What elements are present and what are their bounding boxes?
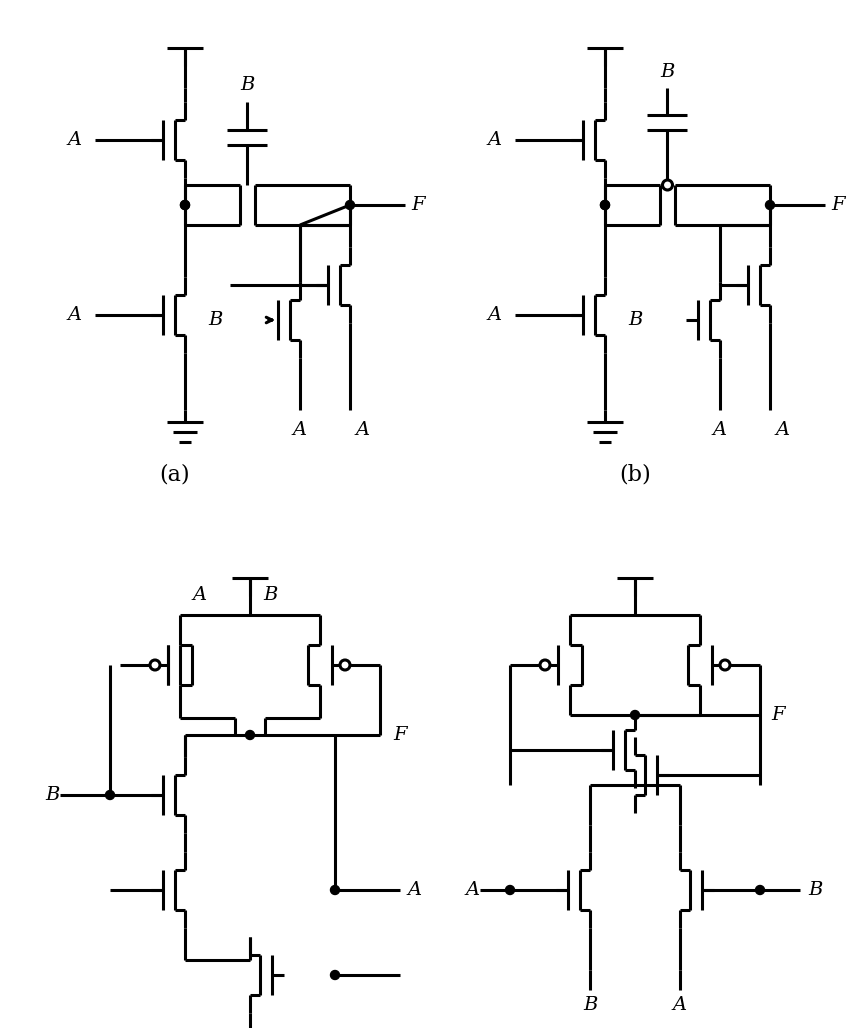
Text: B: B bbox=[263, 586, 277, 604]
Circle shape bbox=[150, 660, 160, 670]
Text: (b): (b) bbox=[619, 464, 651, 486]
Text: A: A bbox=[775, 421, 789, 439]
Circle shape bbox=[331, 970, 339, 980]
Circle shape bbox=[756, 885, 764, 894]
Text: B: B bbox=[660, 63, 675, 81]
Text: A: A bbox=[488, 306, 502, 324]
Circle shape bbox=[540, 660, 550, 670]
Text: A: A bbox=[465, 881, 479, 900]
Circle shape bbox=[246, 731, 254, 739]
Circle shape bbox=[345, 200, 354, 210]
Text: F: F bbox=[411, 196, 425, 214]
Text: A: A bbox=[193, 586, 207, 604]
Text: A: A bbox=[68, 306, 82, 324]
Text: (a): (a) bbox=[160, 464, 190, 486]
Circle shape bbox=[600, 200, 609, 210]
Circle shape bbox=[766, 200, 774, 210]
Circle shape bbox=[631, 710, 639, 720]
Circle shape bbox=[180, 200, 190, 210]
Circle shape bbox=[600, 200, 609, 210]
Circle shape bbox=[331, 885, 339, 894]
Text: B: B bbox=[207, 311, 222, 329]
Text: B: B bbox=[241, 76, 255, 94]
Text: A: A bbox=[713, 421, 727, 439]
Text: F: F bbox=[831, 196, 845, 214]
Text: A: A bbox=[673, 996, 687, 1014]
Text: A: A bbox=[68, 131, 82, 149]
Circle shape bbox=[105, 791, 115, 800]
Circle shape bbox=[180, 200, 190, 210]
Text: F: F bbox=[394, 726, 407, 744]
Text: A: A bbox=[293, 421, 307, 439]
Text: A: A bbox=[488, 131, 502, 149]
Circle shape bbox=[340, 660, 350, 670]
Text: A: A bbox=[408, 881, 422, 900]
Text: B: B bbox=[583, 996, 598, 1014]
Text: A: A bbox=[355, 421, 369, 439]
Circle shape bbox=[720, 660, 730, 670]
Circle shape bbox=[506, 885, 514, 894]
Text: B: B bbox=[45, 786, 60, 804]
Text: B: B bbox=[628, 311, 643, 329]
Text: B: B bbox=[808, 881, 822, 900]
Text: F: F bbox=[771, 706, 785, 724]
Circle shape bbox=[662, 180, 672, 190]
